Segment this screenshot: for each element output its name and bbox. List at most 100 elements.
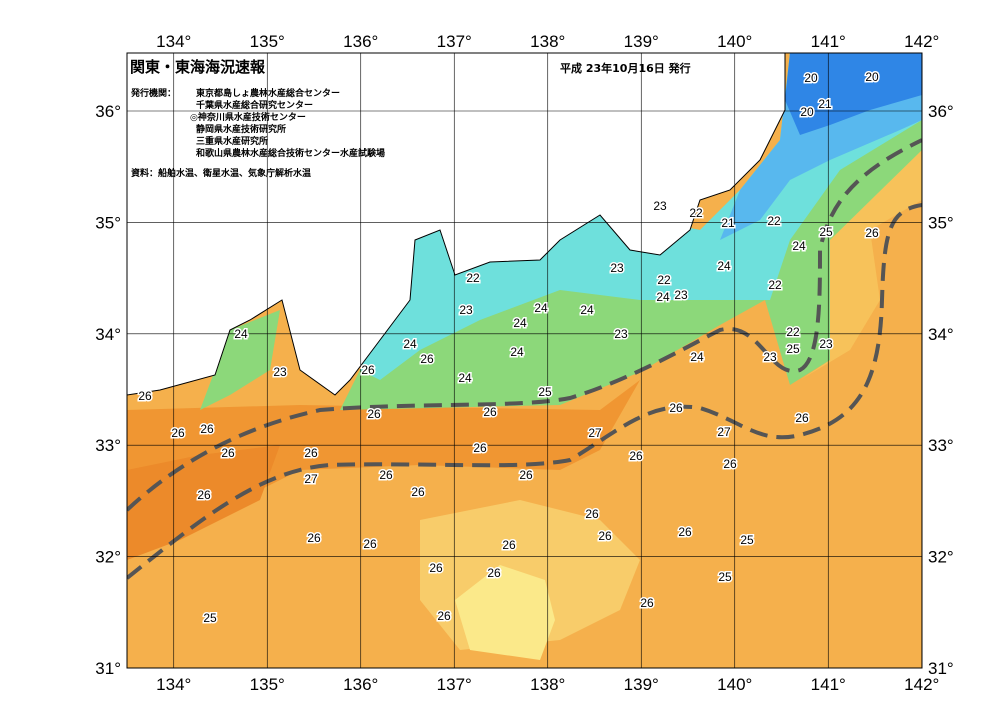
contour-label: 23 [653,199,667,213]
contour-label: 22 [689,206,703,220]
contour-label: 26 [304,446,318,460]
contour-label: 26 [723,457,737,471]
contour-label: 24 [513,316,527,330]
contour-label: 24 [656,290,670,304]
lon-label-top: 138° [530,32,565,51]
contour-label: 24 [717,259,731,273]
cold-blue [785,53,922,135]
contour-label: 24 [792,239,806,253]
contour-label: 26 [585,507,599,521]
contour-label: 24 [234,327,248,341]
contour-label: 26 [669,401,683,415]
lon-label-bottom: 138° [530,675,565,694]
organization: 東京都島しょ農林水産総合センター [196,87,340,99]
warm-band [127,380,640,560]
contour-label: 26 [200,422,214,436]
lon-label-top: 139° [624,32,659,51]
organization: 千葉県水産総合研究センター [196,99,313,111]
lon-label-bottom: 135° [250,675,285,694]
lat-label-left: 33° [95,436,121,455]
lat-label-right: 35° [928,213,954,232]
kuroshio-south [127,203,922,580]
contour-label: 26 [473,441,487,455]
contour-label: 26 [197,488,211,502]
contour-label: 26 [429,561,443,575]
lon-label-bottom: 134° [156,675,191,694]
cool-core [455,565,555,660]
contour-label: 25 [819,225,833,239]
contour-label: 20 [800,105,814,119]
lon-label-top: 137° [437,32,472,51]
contour-label: 26 [483,405,497,419]
lat-label-left: 35° [95,213,121,232]
contour-label: 26 [502,538,516,552]
lon-label-top: 140° [717,32,752,51]
contour-label: 24 [458,371,472,385]
contour-label: 26 [363,537,377,551]
contour-label: 23 [459,303,473,317]
lon-label-top: 136° [343,32,378,51]
lat-label-left: 32° [95,548,121,567]
east-area [800,150,922,380]
organization: 静岡県水産技術研究所 [196,123,286,135]
map-fill [127,53,922,668]
contour-label: 26 [678,525,692,539]
contour-label: 23 [610,261,624,275]
contour-label: 26 [138,389,152,403]
contour-label: 23 [273,365,287,379]
contour-label: 26 [420,352,434,366]
contour-label: 27 [717,425,731,439]
contour-label: 26 [437,609,451,623]
lon-label-top: 135° [250,32,285,51]
lon-label-bottom: 137° [437,675,472,694]
contour-label: 24 [510,345,524,359]
contour-label: 26 [411,485,425,499]
contour-label: 23 [763,350,777,364]
contour-label: 25 [203,611,217,625]
contour-label: 26 [307,531,321,545]
contour-label: 20 [865,70,879,84]
lon-label-top: 134° [156,32,191,51]
lat-label-right: 34° [928,325,954,344]
contour-label: 25 [718,570,732,584]
lat-label-right: 32° [928,548,954,567]
data-source: 資料：船舶水温、衛星水温、気象庁解析水温 [131,167,311,179]
contour-label: 26 [487,566,501,580]
contour-label: 25 [740,533,754,547]
contour-label: 20 [804,71,818,85]
contour-label: 26 [795,411,809,425]
warm-core [127,445,280,560]
contour-label: 22 [657,273,671,287]
organization: ◎神奈川県水産技術センター [190,111,306,123]
contour-label: 26 [865,226,879,240]
lon-label-bottom: 141° [811,675,846,694]
lon-label-top: 141° [811,32,846,51]
contour-label: 23 [819,337,833,351]
contour-label: 22 [767,214,781,228]
contour-label: 26 [379,468,393,482]
lon-label-bottom: 140° [717,675,752,694]
lon-label-bottom: 136° [343,675,378,694]
organization: 和歌山県農林水産総合技術センター水産試験場 [195,147,385,159]
map-frame [126,52,923,669]
issue-date: 平成 23年10月16日 発行 [560,61,691,75]
contour-label: 21 [721,216,735,230]
lat-label-left: 36° [95,102,121,121]
lon-label-bottom: 142° [904,675,939,694]
contour-label: 27 [588,426,602,440]
contour-label: 21 [818,97,832,111]
contour-label: 26 [519,468,533,482]
contour-label: 22 [768,278,782,292]
lat-label-left: 31° [95,659,121,678]
contour-label: 24 [690,350,704,364]
lat-label-left: 34° [95,325,121,344]
lon-label-top: 142° [904,32,939,51]
organization: 三重県水産研究所 [196,135,268,147]
contour-label: 23 [674,288,688,302]
lat-label-right: 36° [928,102,954,121]
lat-label-right: 31° [928,659,954,678]
contour-label: 22 [786,325,800,339]
contour-label: 24 [403,337,417,351]
